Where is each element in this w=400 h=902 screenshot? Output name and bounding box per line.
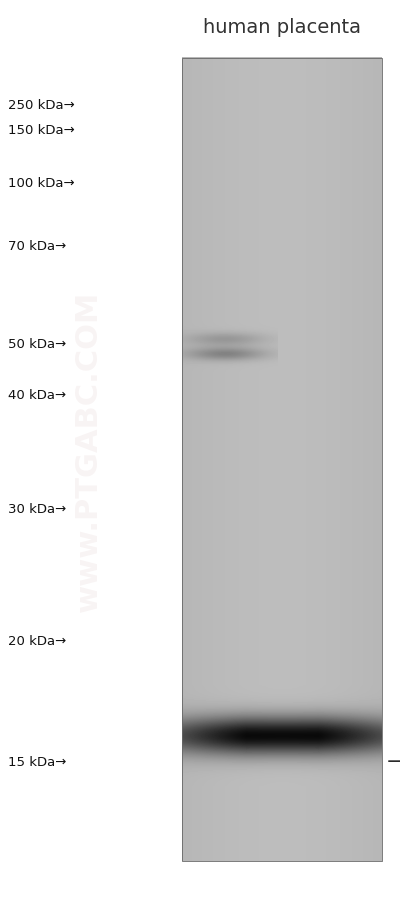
Text: 100 kDa→: 100 kDa→ — [8, 177, 75, 189]
Text: human placenta: human placenta — [203, 17, 361, 37]
Bar — [182, 59, 382, 861]
Text: 30 kDa→: 30 kDa→ — [8, 502, 66, 515]
Text: 20 kDa→: 20 kDa→ — [8, 634, 66, 647]
Text: 15 kDa→: 15 kDa→ — [8, 755, 66, 768]
Text: www.PTGABC.COM: www.PTGABC.COM — [74, 290, 102, 612]
Text: 70 kDa→: 70 kDa→ — [8, 240, 66, 253]
Text: 50 kDa→: 50 kDa→ — [8, 337, 66, 350]
Text: 40 kDa→: 40 kDa→ — [8, 389, 66, 401]
Text: 150 kDa→: 150 kDa→ — [8, 124, 75, 136]
Text: 250 kDa→: 250 kDa→ — [8, 99, 75, 112]
